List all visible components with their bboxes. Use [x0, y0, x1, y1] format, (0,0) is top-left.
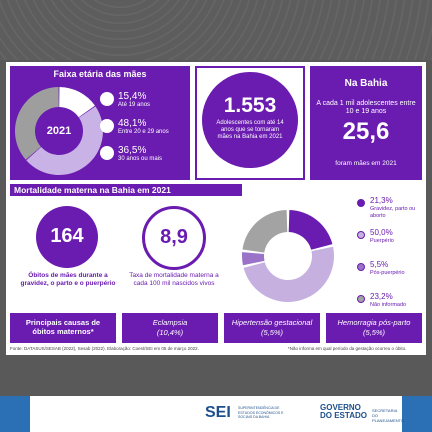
period-label: Puerpério [370, 238, 394, 244]
cause-name: Hipertensão gestacional [231, 318, 313, 327]
cause-percent: (5,5%) [260, 328, 284, 337]
note: *Não informa em qual período da gestação… [288, 346, 407, 351]
teen-circle [202, 72, 298, 168]
causes-title: Principais causas de óbitos maternos* [25, 318, 101, 336]
cause-box [224, 313, 320, 343]
age-percent: 36,5% [118, 145, 147, 156]
period-donut [242, 210, 334, 303]
footer-corner [402, 396, 432, 432]
donut-segment [242, 210, 288, 253]
mortality-title: Mortalidade materna na Bahia em 2021 [14, 185, 171, 195]
age-percent: 15,4% [118, 91, 147, 102]
background-pattern [0, 0, 432, 60]
donut-segment [15, 87, 59, 160]
mortality-bar [10, 184, 242, 196]
period-percent: 21,3% [370, 196, 393, 205]
source: Fonte: DATASUS/SESAB (2022), Sesab (2022… [10, 346, 199, 351]
bahia-number: 25,6 [342, 118, 390, 145]
rate-text: Taxa de mortalidade materna a cada 100 m… [129, 272, 219, 287]
footer-corner [0, 396, 30, 432]
period-percent: 50,0% [370, 228, 393, 237]
age-year: 2021 [46, 125, 72, 137]
bahia-title: Na Bahia [344, 78, 388, 89]
deaths-text: Óbitos de mães durante a gravidez, o par… [20, 272, 116, 287]
teen-number: 1.553 [223, 94, 277, 117]
deaths-number: 164 [50, 225, 84, 247]
age-title: Faixa etária das mães [53, 69, 147, 79]
period-percent: 5,5% [370, 260, 389, 269]
period-dot [357, 263, 365, 271]
teen-text: Adolescentes com até 14 anos que se torn… [216, 120, 284, 140]
donut-segment [59, 87, 95, 118]
cause-box [122, 313, 218, 343]
sei-name: SUPERINTENDÊNCIA DE ESTUDOS ECONÔMICOS E… [238, 406, 284, 419]
cause-box [326, 313, 422, 343]
footer [0, 396, 432, 432]
age-icon [100, 92, 114, 106]
rate-circle [142, 206, 206, 270]
bahia-text: A cada 1 mil adolescentes entre 10 e 19 … [316, 100, 416, 115]
period-label: Não informado [370, 302, 407, 308]
donut-segment [243, 246, 334, 303]
causes-title-box [10, 313, 116, 343]
cause-name: Eclampsia [152, 318, 188, 327]
period-dot [357, 199, 365, 207]
cause-percent: (10,4%) [156, 328, 184, 337]
age-donut [15, 87, 104, 176]
age-label: 30 anos ou mais [118, 156, 163, 162]
cause-name: Hemorragia pós-parto [337, 318, 411, 327]
sei-logo: SEI [205, 404, 231, 421]
sec-name: SECRETARIA DO PLANEJAMENTO [372, 408, 405, 423]
age-label: Até 19 anos [118, 102, 151, 108]
age-percent: 48,1% [118, 118, 147, 129]
bahia-footer: foram mães em 2021 [335, 160, 397, 167]
bahia-panel [310, 66, 422, 180]
rate-number: 8,9 [160, 226, 188, 248]
age-label: Entre 20 e 29 anos [118, 129, 169, 135]
age-icon [100, 146, 114, 160]
period-percent: 23,2% [370, 292, 393, 301]
age-icon [100, 119, 114, 133]
donut-segment [288, 210, 333, 250]
gov-name: GOVERNO DO ESTADO [320, 403, 367, 420]
cause-percent: (5,5%) [362, 328, 386, 337]
period-dot [357, 231, 365, 239]
period-label: Gravidez, parto ou aborto [370, 206, 416, 219]
period-label: Pós-puerpério [370, 270, 405, 276]
deaths-circle [36, 206, 98, 268]
period-dot [357, 295, 365, 303]
donut-segment [26, 106, 104, 176]
donut-segment [242, 252, 265, 266]
